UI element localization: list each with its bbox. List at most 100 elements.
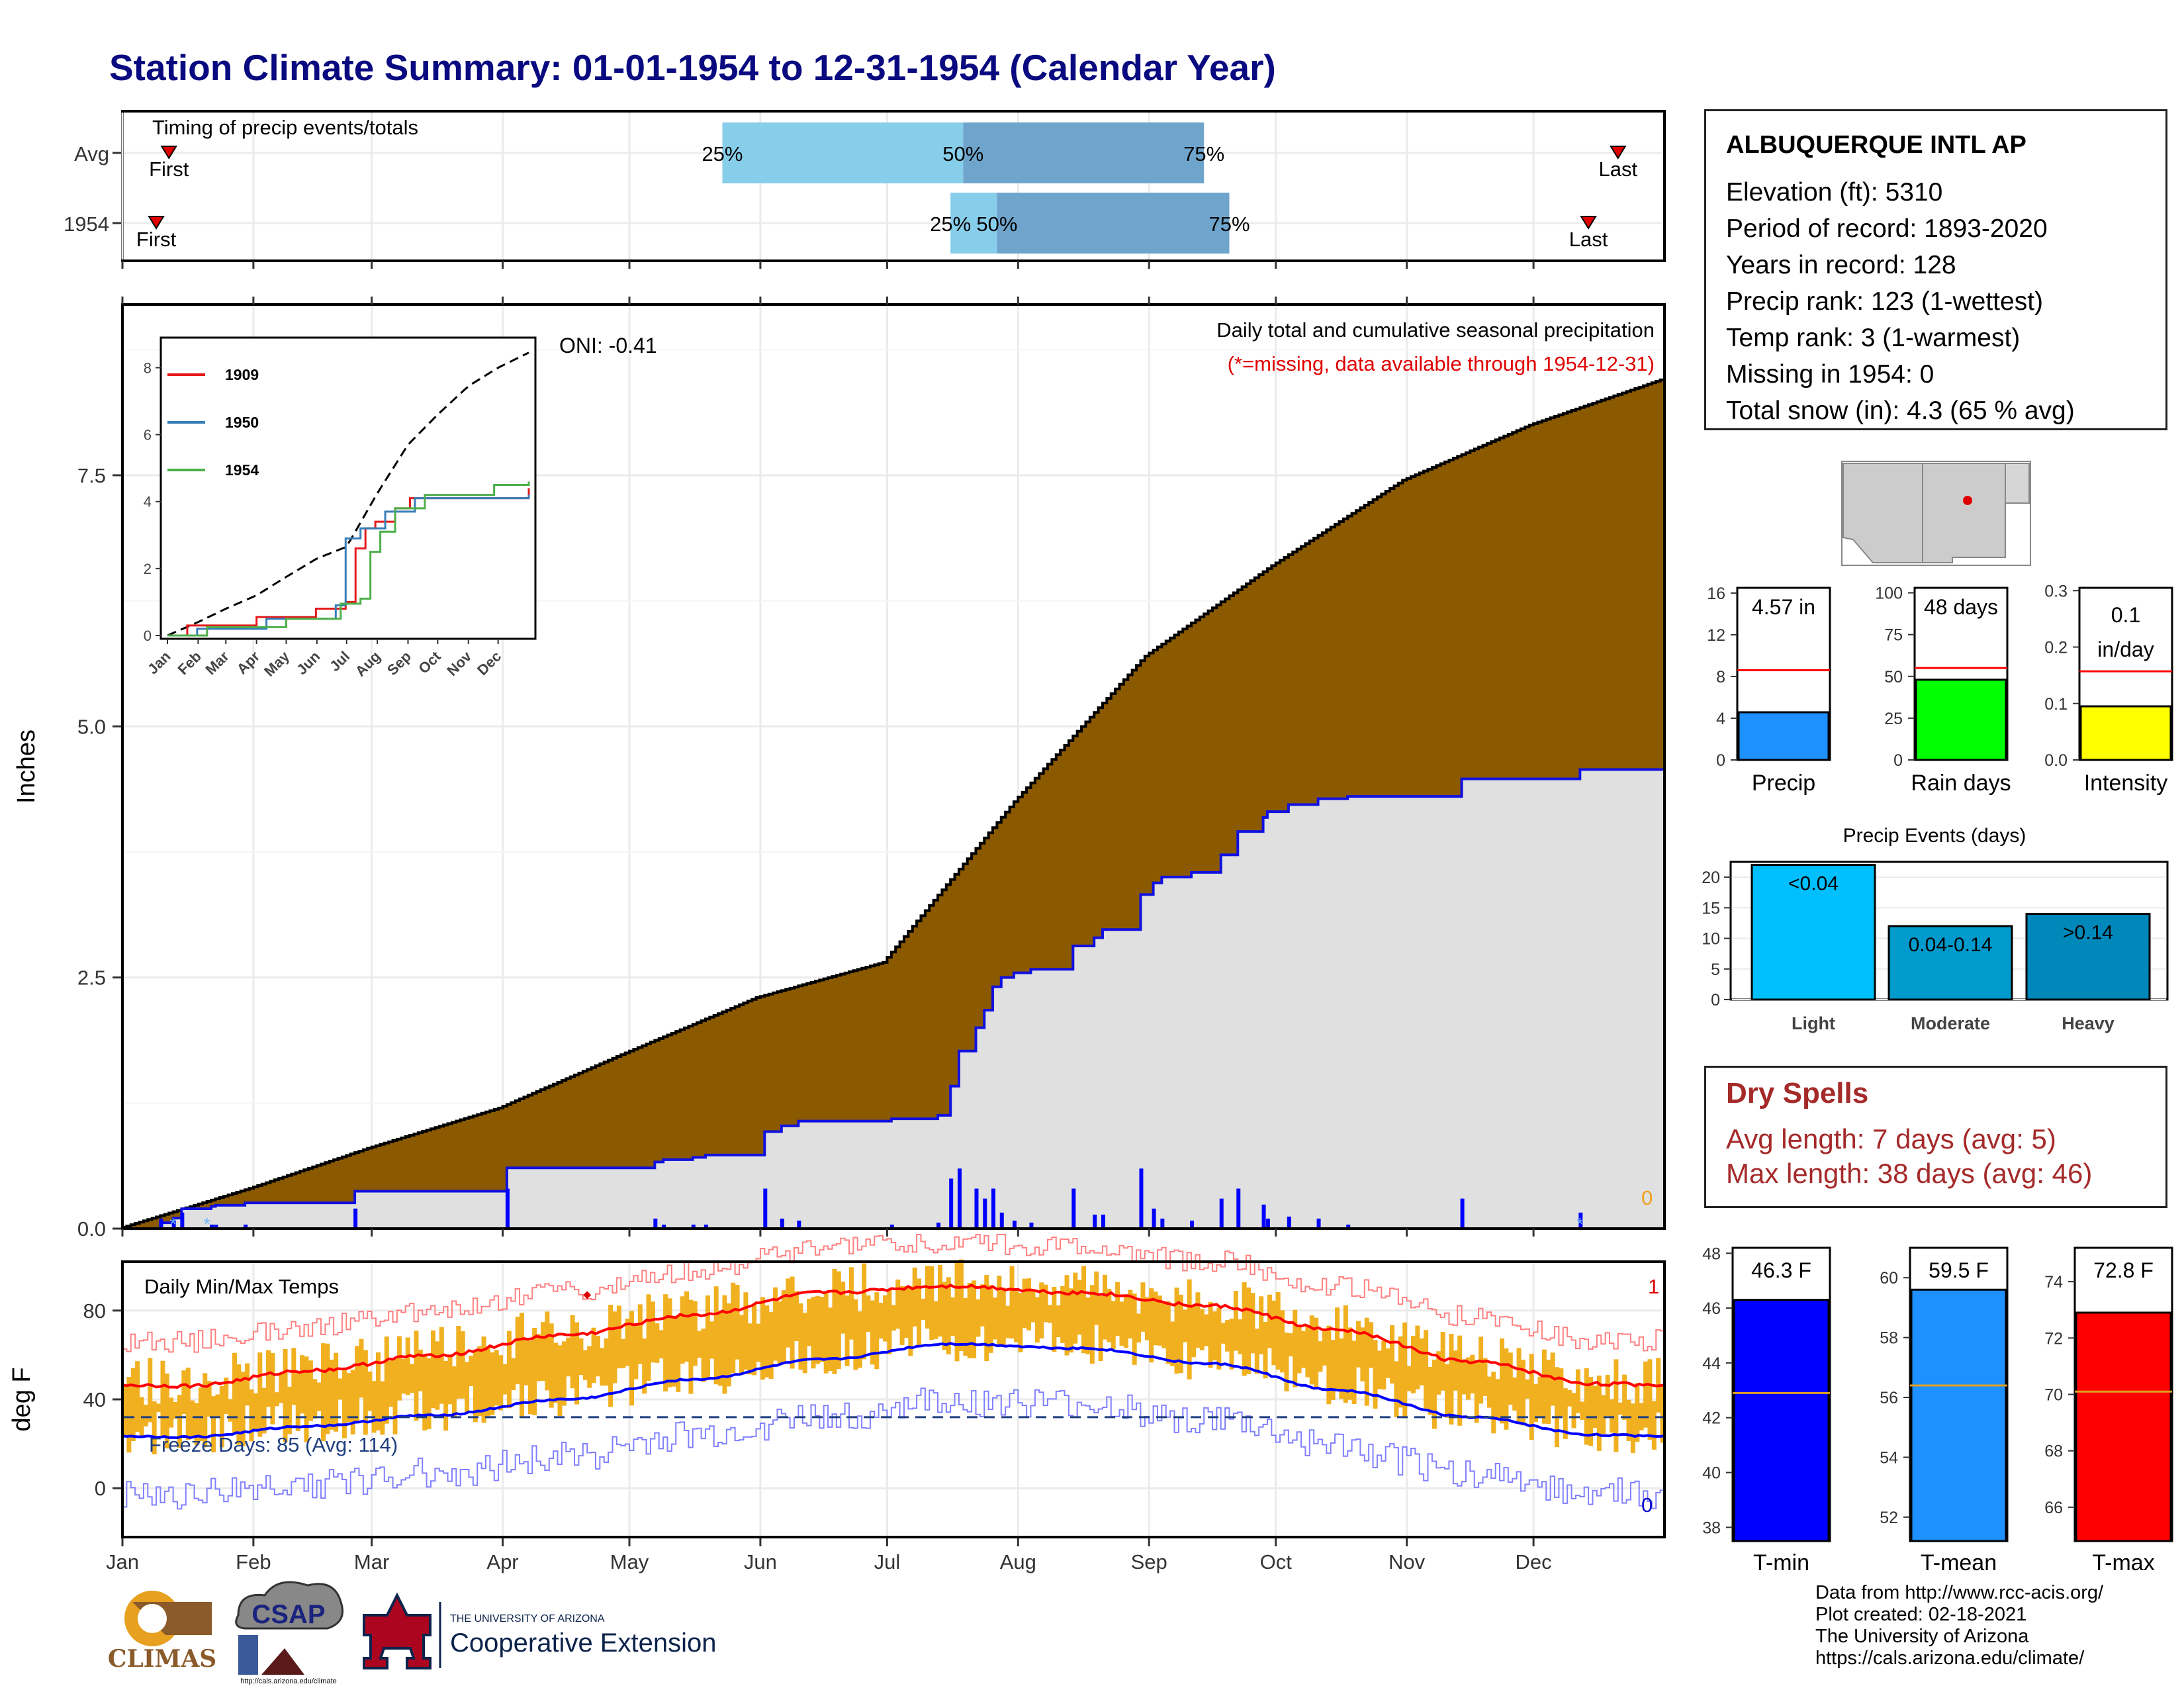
month-label: Nov — [1388, 1550, 1426, 1573]
daily-temp-bar — [1584, 1368, 1589, 1445]
daily-temp-bar — [1136, 1313, 1142, 1343]
daily-temp-bar — [1229, 1319, 1234, 1370]
daily-temp-bar — [1651, 1401, 1657, 1450]
daily-temp-bar — [194, 1403, 199, 1445]
daily-temp-bar — [1081, 1266, 1087, 1354]
snow-marker: * — [170, 1214, 177, 1234]
daily-temp-bar — [768, 1312, 774, 1380]
timing-q2-bar — [997, 193, 1230, 254]
daily-temp-bar — [1377, 1350, 1382, 1389]
daily-temp-bar — [511, 1358, 516, 1391]
temp-bar-ytick-label: 68 — [2044, 1442, 2063, 1461]
daily-temp-bar — [439, 1327, 444, 1404]
daily-temp-bar — [1060, 1286, 1066, 1343]
daily-temp-bar — [1030, 1291, 1036, 1323]
daily-temp-bar — [249, 1389, 254, 1442]
daily-temp-bar — [308, 1360, 313, 1421]
summary-ytick-label: 0.0 — [2044, 751, 2068, 770]
daily-temp-bar — [692, 1301, 698, 1366]
page-title: Station Climate Summary: 01-01-1954 to 1… — [109, 47, 1276, 88]
daily-temp-bar — [520, 1313, 525, 1417]
daily-temp-bar — [418, 1349, 423, 1391]
daily-temp-bar — [883, 1295, 888, 1342]
daily-temp-bar — [903, 1286, 909, 1338]
month-label: Mar — [354, 1550, 389, 1573]
daily-temp-bar — [621, 1338, 626, 1369]
summary-bar-intensity — [2079, 705, 2172, 761]
avg-min-line — [122, 1342, 1665, 1440]
daily-temp-bar — [1305, 1325, 1310, 1378]
precip-title: Daily total and cumulative seasonal prec… — [1216, 318, 1655, 342]
temp-bar-value-label: 59.5 F — [1929, 1258, 1989, 1282]
daily-temp-bar — [1297, 1327, 1302, 1374]
summary-bar-label: Intensity — [2084, 771, 2168, 796]
daily-precip-bar — [704, 1224, 708, 1229]
daily-temp-bar — [1465, 1357, 1471, 1400]
daily-temp-bar — [177, 1395, 182, 1448]
daily-temp-bar — [506, 1331, 512, 1409]
temp-ytick-label: 80 — [83, 1299, 106, 1323]
daily-temp-bar — [950, 1297, 956, 1336]
daily-temp-bar — [527, 1340, 533, 1415]
daily-temp-bar — [1107, 1288, 1112, 1342]
daily-temp-bar — [240, 1372, 246, 1446]
daily-temp-bar — [211, 1396, 216, 1452]
precip-ytick-label: 2.5 — [77, 966, 106, 990]
daily-temp-bar — [1275, 1291, 1281, 1370]
daily-temp-bar — [523, 1340, 529, 1385]
events-bar-light — [1751, 864, 1876, 1001]
year-cumulative-line — [122, 768, 1664, 1230]
daily-temp-bar — [1144, 1297, 1150, 1340]
daily-temp-bar — [1610, 1399, 1614, 1433]
daily-temp-bar — [325, 1343, 330, 1434]
daily-temp-bar — [1516, 1348, 1522, 1423]
daily-temp-bar — [946, 1277, 951, 1355]
daily-temp-bar — [1191, 1304, 1197, 1358]
daily-temp-bar — [697, 1331, 702, 1358]
record-high-marker — [583, 1291, 592, 1299]
daily-temp-bar — [553, 1342, 559, 1403]
daily-temp-bar — [1533, 1383, 1539, 1423]
events-content: 0 5 10 15 20 <0.04 Light 0.04-0.14 Moderate >0.14… — [1702, 861, 2169, 1033]
daily-temp-bar — [1199, 1309, 1205, 1350]
daily-precip-bar — [957, 1168, 962, 1229]
daily-temp-bar — [794, 1291, 799, 1342]
summary-ytick-label: 12 — [1707, 626, 1725, 645]
summary-bar-precip — [1737, 711, 1830, 761]
timing-p75-label: 75% — [1183, 142, 1224, 165]
daily-temp-bar — [1318, 1341, 1323, 1372]
daily-temp-bar — [1457, 1335, 1463, 1426]
daily-temp-bar — [895, 1279, 901, 1329]
daily-temp-bar — [1115, 1282, 1120, 1336]
daily-temp-bar — [841, 1282, 846, 1334]
daily-temp-bar — [329, 1360, 334, 1430]
daily-temp-bar — [1073, 1272, 1078, 1344]
daily-temp-bar — [1461, 1359, 1467, 1395]
temp-bar-ytick-label: 74 — [2044, 1273, 2063, 1291]
daily-temp-bar — [1381, 1340, 1387, 1390]
daily-temp-bar — [549, 1323, 554, 1408]
daily-temp-bar — [1390, 1325, 1395, 1384]
daily-temp-bar — [743, 1292, 749, 1370]
daily-temp-bar — [1398, 1336, 1403, 1408]
daily-temp-bar — [735, 1285, 740, 1360]
daily-temp-bar — [655, 1323, 660, 1363]
daily-temp-bar — [321, 1343, 326, 1442]
first-label: First — [149, 158, 189, 181]
events-ytick-label: 10 — [1702, 930, 1720, 949]
temp-bar-ytick-label: 72 — [2044, 1329, 2063, 1348]
daily-precip-bar — [797, 1220, 801, 1229]
daily-temp-bar — [190, 1400, 195, 1438]
last-label: Last — [1569, 228, 1608, 251]
daily-temp-bar — [1622, 1374, 1627, 1420]
precip-ytick-label: 5.0 — [77, 715, 106, 738]
daily-precip-bar — [763, 1188, 768, 1229]
summary-bar-label: Rain days — [1911, 771, 2011, 796]
daily-temp-bar — [1022, 1278, 1027, 1329]
daily-temp-bar — [304, 1356, 309, 1442]
daily-temp-bar — [857, 1311, 862, 1368]
temp-ytick-label: 40 — [83, 1388, 106, 1411]
precip-ytick-label: 7.5 — [77, 464, 106, 487]
inset-series-line — [167, 494, 530, 637]
record-low-line — [122, 1387, 1664, 1510]
